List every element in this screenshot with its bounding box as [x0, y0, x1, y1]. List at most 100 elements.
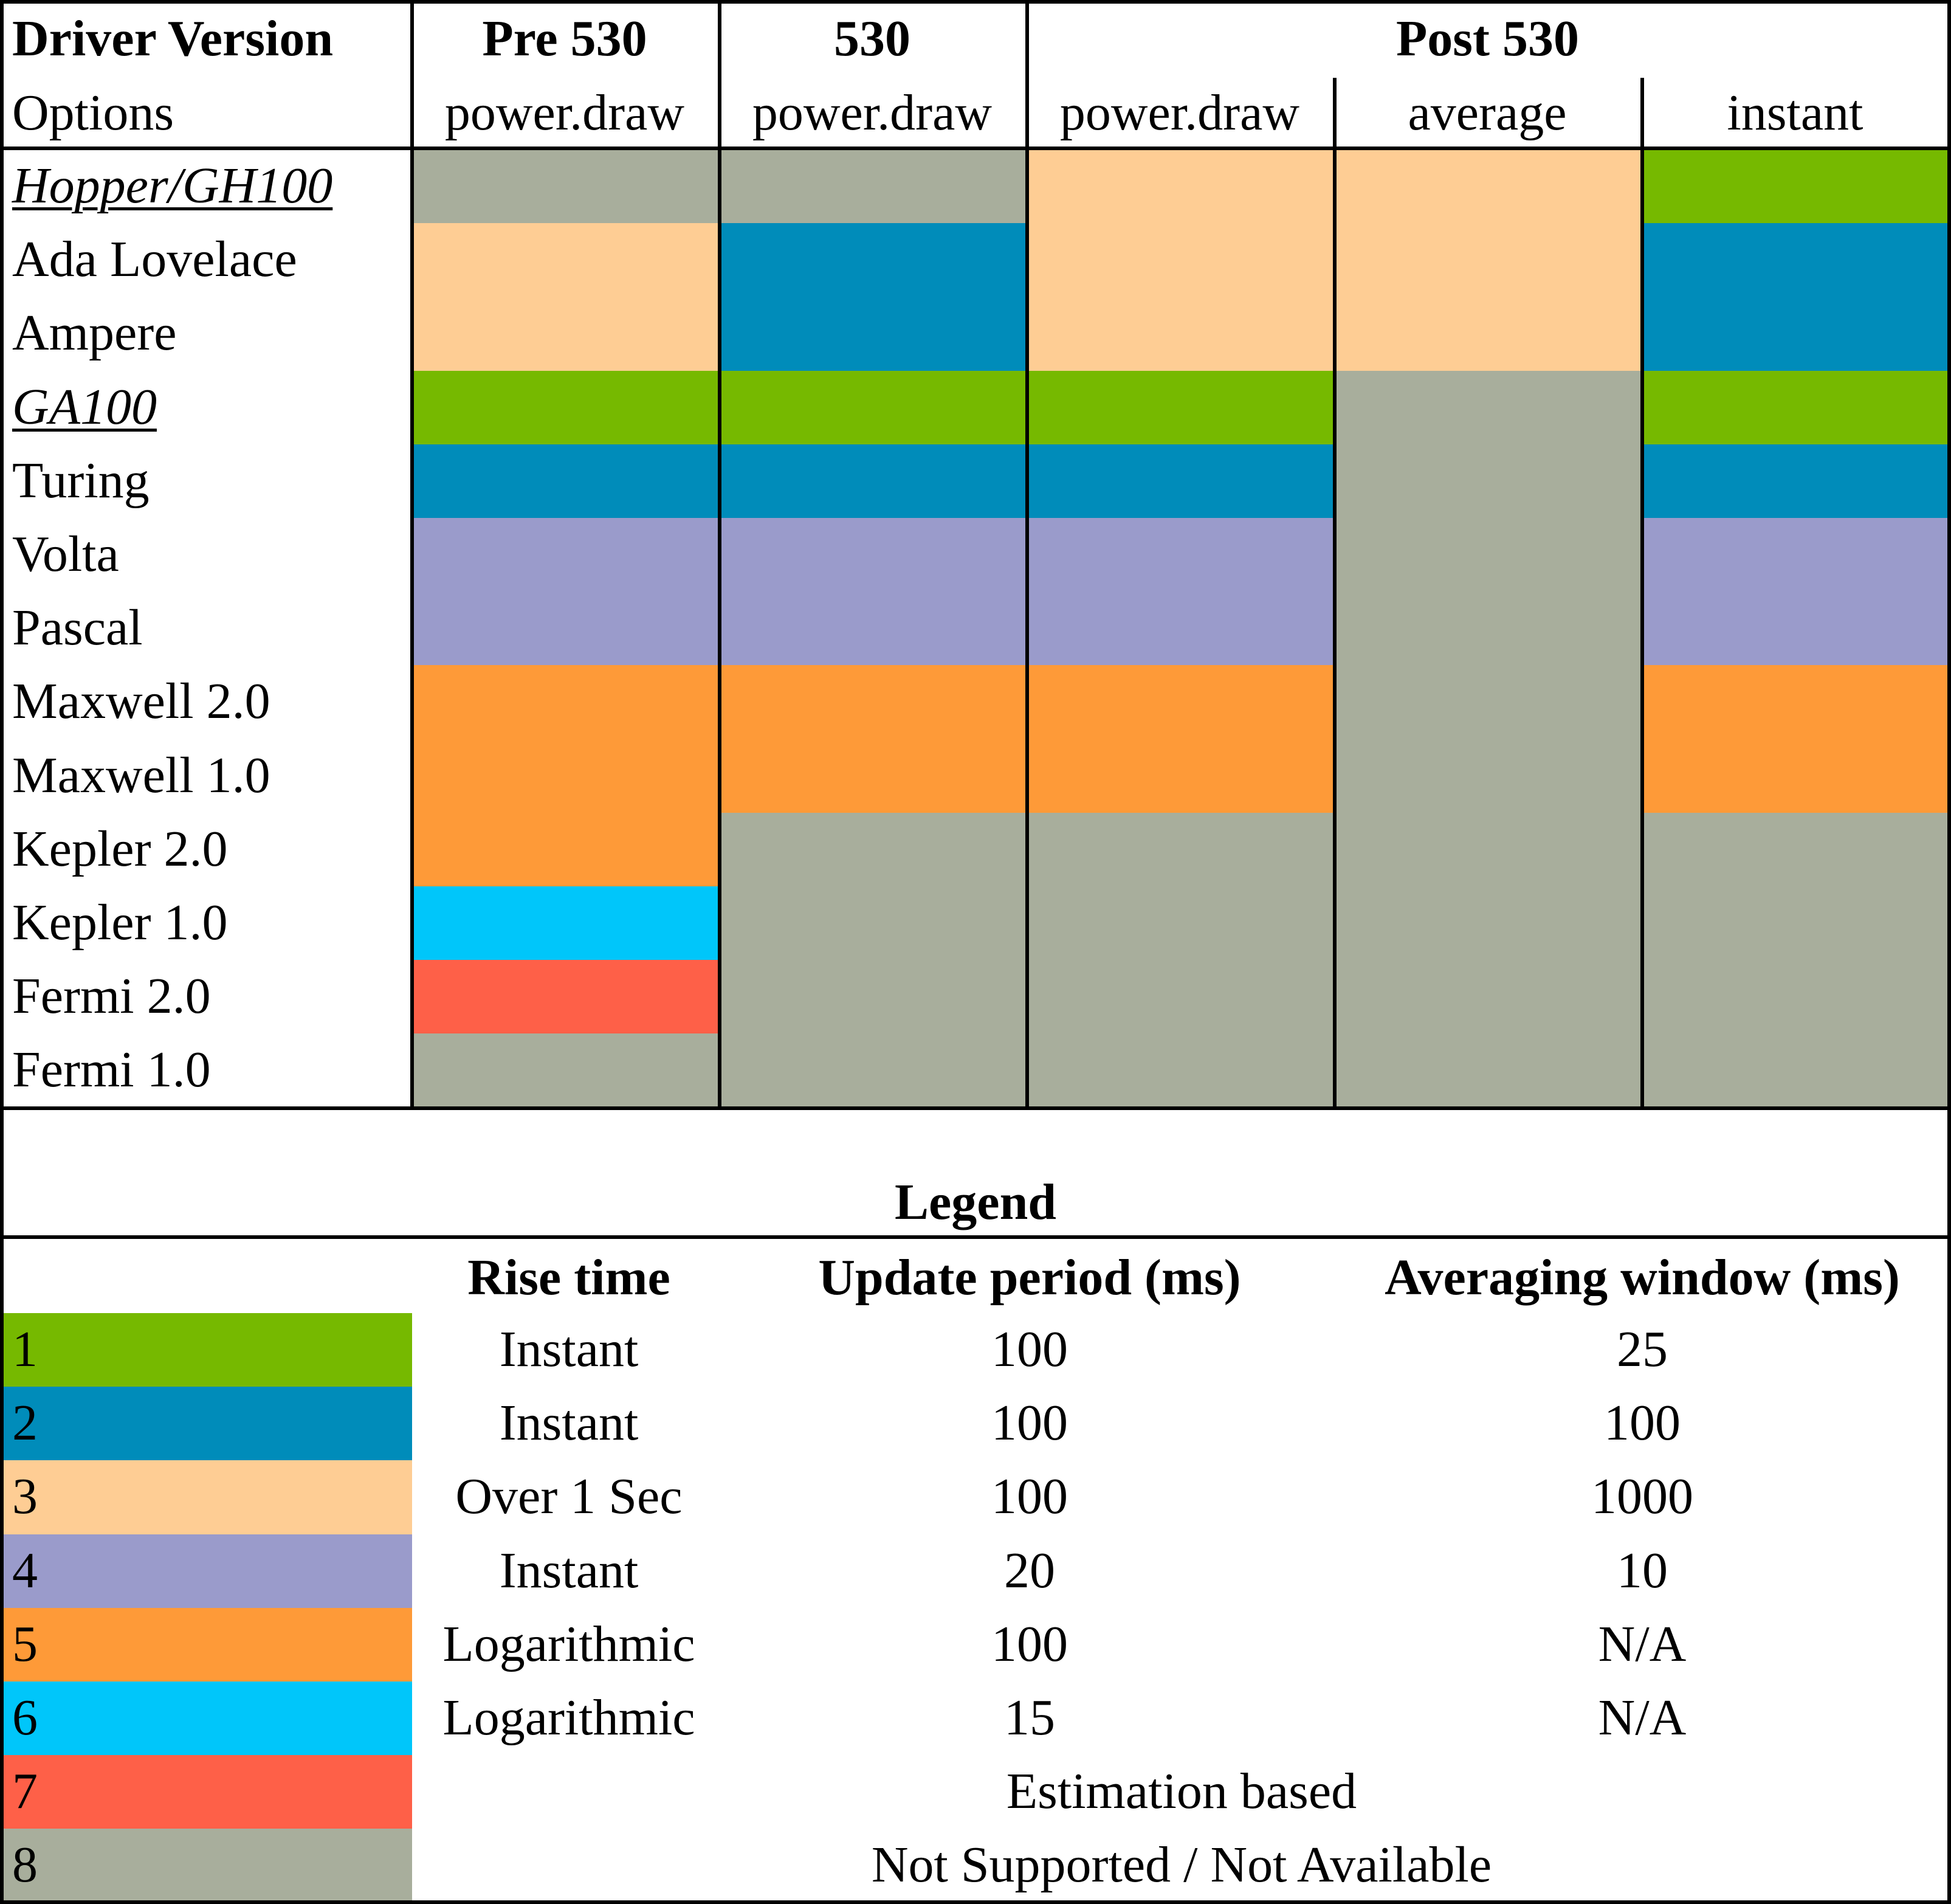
cell-r8-c3 [1335, 739, 1642, 813]
legend-averaging-window: 10 [1617, 1542, 1668, 1599]
legend-swatch-6 [4, 1682, 412, 1756]
row-label: Fermi 2.0 [12, 968, 211, 1025]
legend-update-period: 100 [991, 1395, 1068, 1452]
row-label: Fermi 1.0 [12, 1041, 211, 1099]
column-divider-1 [718, 0, 721, 1108]
outer-border-left [0, 0, 4, 1904]
row-label: Hopper/GH100 [12, 157, 333, 214]
row-label: Ada Lovelace [12, 231, 297, 288]
cell-r1-c0 [412, 223, 720, 297]
legend-swatch-3 [4, 1460, 412, 1535]
cell-r10-c3 [1335, 886, 1642, 961]
cell-r4-c3 [1335, 444, 1642, 519]
legend-id: 7 [12, 1763, 38, 1820]
legend-averaging-window: 1000 [1591, 1468, 1693, 1525]
cell-r6-c2 [1027, 592, 1335, 666]
cell-r5-c4 [1642, 518, 1949, 592]
group-header-pre-530: Pre 530 [482, 10, 647, 67]
cell-r2-c1 [720, 297, 1027, 371]
table-bottom-divider [0, 1106, 1951, 1110]
cell-r9-c1 [720, 812, 1027, 887]
legend-id: 5 [12, 1615, 38, 1672]
cell-r12-c4 [1642, 1033, 1949, 1108]
cell-r10-c1 [720, 886, 1027, 961]
cell-r8-c1 [720, 739, 1027, 813]
cell-r2-c2 [1027, 297, 1335, 371]
row-label: Volta [12, 526, 119, 582]
column-divider-2 [1025, 0, 1029, 1108]
column-header-1: power.draw [752, 85, 993, 141]
cell-r3-c4 [1642, 370, 1949, 445]
legend-header-averaging-window: Averaging window (ms) [1385, 1249, 1900, 1306]
corner-bottom-label: Options [12, 85, 174, 141]
cell-r3-c3 [1335, 370, 1642, 445]
outer-border-right [1947, 0, 1951, 1904]
cell-r10-c0 [412, 886, 720, 961]
cell-r9-c0 [412, 812, 720, 887]
column-header-2: power.draw [1059, 85, 1300, 141]
column-divider-0 [410, 0, 414, 1108]
cell-r12-c2 [1027, 1033, 1335, 1108]
legend-id: 8 [12, 1837, 38, 1894]
cell-r12-c1 [720, 1033, 1027, 1108]
legend-update-period: 100 [991, 1615, 1068, 1672]
cell-r12-c3 [1335, 1033, 1642, 1108]
row-label: Maxwell 1.0 [12, 747, 270, 804]
column-divider-3 [1333, 78, 1337, 1108]
cell-r8-c4 [1642, 739, 1949, 813]
cell-r12-c0 [412, 1033, 720, 1108]
legend-id: 2 [12, 1395, 38, 1452]
cell-r5-c0 [412, 518, 720, 592]
legend-description: Estimation based [1006, 1763, 1357, 1820]
legend-id: 3 [12, 1468, 38, 1525]
corner-top-label: Driver Version [12, 10, 334, 67]
cell-r2-c3 [1335, 297, 1642, 371]
cell-r1-c2 [1027, 223, 1335, 297]
legend-rise-time: Instant [499, 1395, 639, 1452]
cell-r0-c1 [720, 150, 1027, 224]
cell-r11-c4 [1642, 960, 1949, 1034]
cell-r5-c3 [1335, 518, 1642, 592]
legend-swatch-7 [4, 1755, 412, 1829]
cell-r8-c0 [412, 739, 720, 813]
row-label: Kepler 2.0 [12, 820, 228, 877]
cell-r11-c1 [720, 960, 1027, 1034]
legend-averaging-window: 100 [1604, 1395, 1681, 1452]
column-header-0: power.draw [444, 85, 685, 141]
group-header-post-530: Post 530 [1396, 10, 1579, 67]
cell-r2-c0 [412, 297, 720, 371]
legend-swatch-8 [4, 1829, 412, 1903]
legend-swatch-2 [4, 1387, 412, 1461]
cell-r6-c1 [720, 592, 1027, 666]
cell-r1-c1 [720, 223, 1027, 297]
legend-id: 1 [12, 1321, 38, 1378]
row-label: Maxwell 2.0 [12, 673, 270, 730]
legend-rise-time: Instant [499, 1542, 639, 1599]
cell-r9-c4 [1642, 812, 1949, 887]
legend-rise-time: Over 1 Sec [455, 1468, 683, 1525]
cell-r6-c0 [412, 592, 720, 666]
cell-r3-c1 [720, 370, 1027, 445]
legend-title: Legend [894, 1174, 1057, 1230]
legend-swatch-4 [4, 1534, 412, 1609]
cell-r6-c3 [1335, 592, 1642, 666]
cell-r5-c2 [1027, 518, 1335, 592]
legend-description: Not Supported / Not Available [871, 1837, 1492, 1894]
legend-update-period: 100 [991, 1468, 1068, 1525]
column-divider-4 [1640, 78, 1644, 1108]
cell-r11-c3 [1335, 960, 1642, 1034]
cell-r2-c4 [1642, 297, 1949, 371]
cell-r0-c0 [412, 150, 720, 224]
legend-update-period: 20 [1004, 1542, 1055, 1599]
legend-rise-time: Instant [499, 1321, 639, 1378]
legend-swatch-5 [4, 1607, 412, 1682]
column-header-4: instant [1727, 85, 1863, 141]
cell-r7-c0 [412, 665, 720, 740]
cell-r4-c0 [412, 444, 720, 519]
legend-id: 6 [12, 1689, 38, 1746]
header-divider [0, 147, 1951, 150]
cell-r0-c3 [1335, 150, 1642, 224]
legend-rise-time: Logarithmic [442, 1615, 695, 1672]
row-label: Ampere [12, 305, 177, 362]
cell-r4-c4 [1642, 444, 1949, 519]
